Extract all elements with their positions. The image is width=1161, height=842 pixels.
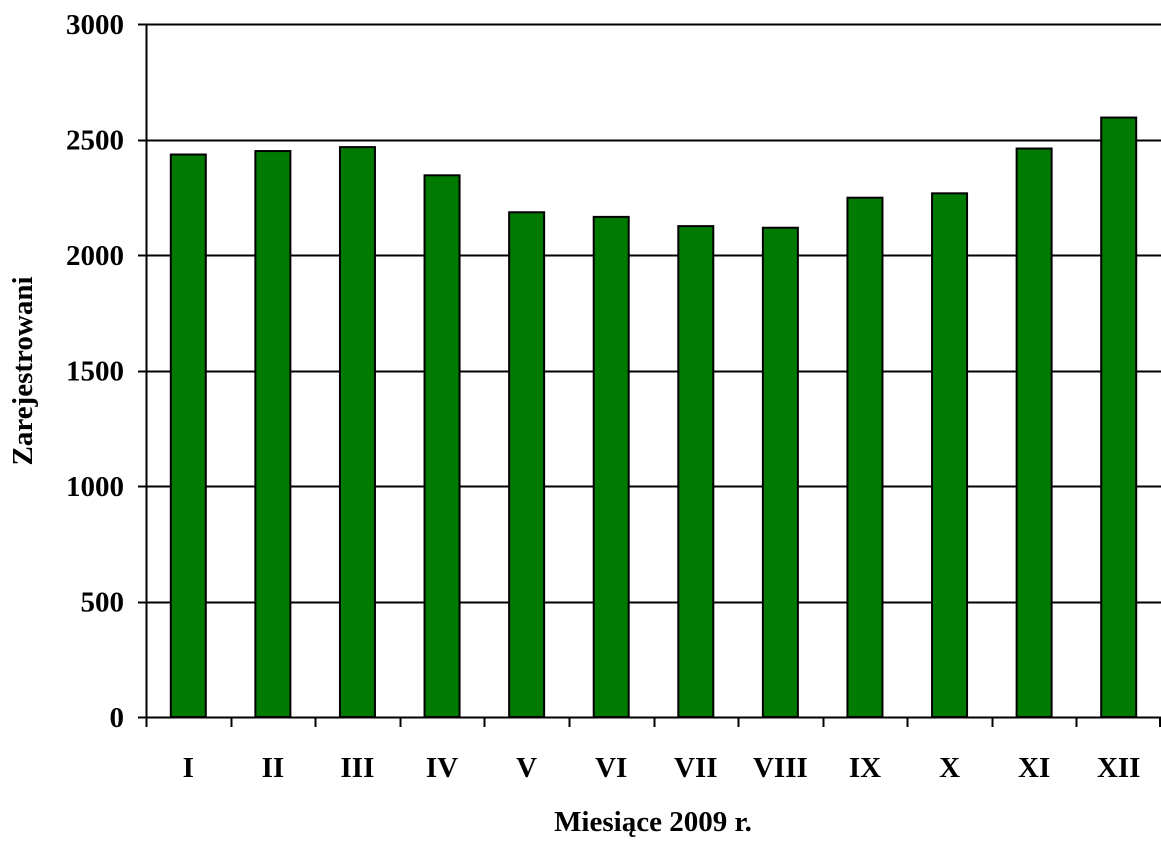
x-tick-label: III [341, 752, 375, 784]
x-tick-label: IV [426, 752, 458, 784]
x-tick-label: XI [1018, 752, 1050, 784]
y-tick-label: 0 [110, 702, 125, 734]
y-tick-label: 2500 [66, 125, 124, 157]
x-tick-label: II [262, 752, 285, 784]
x-tick-label: XII [1097, 752, 1141, 784]
bar [761, 226, 799, 718]
y-tick-label: 2000 [66, 240, 124, 272]
axes [138, 23, 1161, 727]
y-tick-label: 1500 [66, 356, 124, 388]
x-tick-label: IX [849, 752, 881, 784]
x-tick-label: I [183, 752, 194, 784]
x-tick-label: X [939, 752, 960, 784]
bars [169, 116, 1138, 719]
x-tick-label: VII [674, 752, 718, 784]
y-tick-label: 1000 [66, 471, 124, 503]
bar [508, 211, 546, 718]
bar [254, 150, 292, 719]
bar [423, 174, 461, 718]
x-tick-label: V [516, 752, 537, 784]
bar [169, 153, 207, 718]
x-axis-title: Miesiące 2009 r. [554, 806, 752, 837]
bar [1015, 147, 1053, 719]
gridlines [146, 23, 1161, 604]
y-tick-label: 500 [81, 587, 125, 619]
x-tick-label: VI [595, 752, 627, 784]
y-axis-title: Zarejestrowani [7, 276, 39, 465]
bar [1100, 116, 1138, 719]
x-tick-label: VIII [753, 752, 808, 784]
y-tick-label: 3000 [66, 9, 124, 41]
bar [592, 215, 630, 718]
bar [846, 196, 884, 719]
bar [338, 146, 376, 719]
bar [677, 225, 715, 718]
bar [931, 192, 969, 718]
